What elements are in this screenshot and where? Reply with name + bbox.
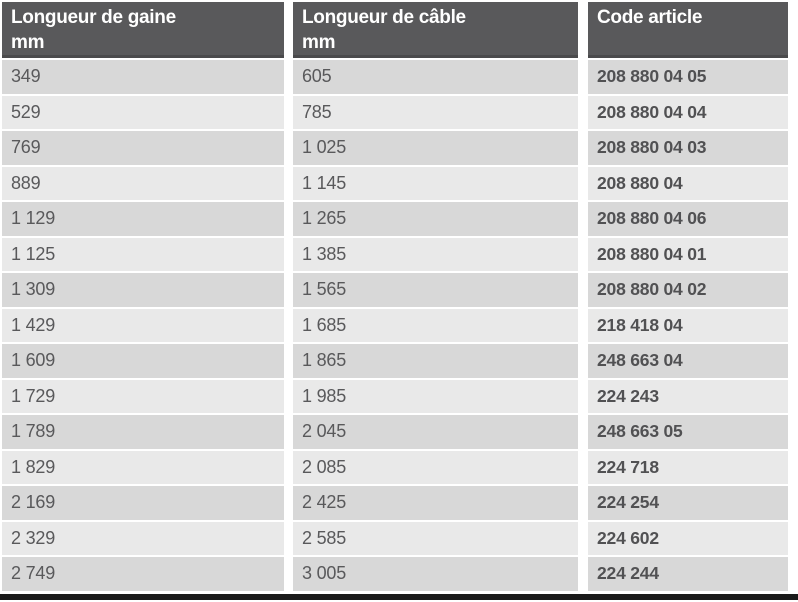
cell-code: 218 418 04 — [588, 308, 788, 342]
cell-gaine: 1 609 — [2, 344, 284, 378]
cell-cable: 1 685 — [293, 308, 578, 342]
header-unit-cable: mm — [302, 32, 336, 53]
cell-code: 248 663 05 — [588, 415, 788, 449]
cell-cable: 1 385 — [293, 237, 578, 271]
cell-code: 208 880 04 01 — [588, 237, 788, 271]
cell-gaine: 2 749 — [2, 557, 284, 591]
cell-code: 224 718 — [588, 450, 788, 484]
column-longueur-gaine: Longueur de gaine mm 349 529 769 889 1 129 1 … — [2, 2, 284, 591]
cell-code: 208 880 04 03 — [588, 131, 788, 165]
cell-cable: 1 145 — [293, 166, 578, 200]
cell-cable: 1 265 — [293, 202, 578, 236]
cell-code: 248 663 04 — [588, 344, 788, 378]
column-header-gaine: Longueur de gaine mm — [2, 2, 284, 58]
cell-cable: 605 — [293, 60, 578, 94]
cell-cable: 2 045 — [293, 415, 578, 449]
cell-cable: 1 025 — [293, 131, 578, 165]
cell-code: 208 880 04 04 — [588, 95, 788, 129]
cell-cable: 2 085 — [293, 450, 578, 484]
column-header-code: Code article — [588, 2, 788, 58]
cell-gaine: 1 789 — [2, 415, 284, 449]
cell-gaine: 2 329 — [2, 521, 284, 555]
cell-code: 224 243 — [588, 379, 788, 413]
cell-code: 224 244 — [588, 557, 788, 591]
column-header-cable: Longueur de câble mm — [293, 2, 578, 58]
cell-gaine: 1 729 — [2, 379, 284, 413]
cell-code: 224 602 — [588, 521, 788, 555]
column-cells-cable: 605 785 1 025 1 145 1 265 1 385 1 565 1 685 1 86… — [293, 60, 578, 591]
cell-code: 224 254 — [588, 486, 788, 520]
cell-code: 208 880 04 06 — [588, 202, 788, 236]
cell-gaine: 349 — [2, 60, 284, 94]
table-bottom-rule — [0, 594, 798, 600]
cell-gaine: 769 — [2, 131, 284, 165]
cell-code: 208 880 04 05 — [588, 60, 788, 94]
header-title-cable: Longueur de câble — [302, 7, 466, 28]
cell-cable: 2 585 — [293, 521, 578, 555]
header-title-gaine: Longueur de gaine — [11, 7, 176, 28]
cell-gaine: 1 829 — [2, 450, 284, 484]
column-cells-code: 208 880 04 05 208 880 04 04 208 880 04 03 2… — [588, 60, 788, 591]
cell-gaine: 889 — [2, 166, 284, 200]
cell-gaine: 1 309 — [2, 273, 284, 307]
cell-gaine: 1 129 — [2, 202, 284, 236]
cell-gaine: 529 — [2, 95, 284, 129]
cell-cable: 2 425 — [293, 486, 578, 520]
cell-gaine: 2 169 — [2, 486, 284, 520]
cell-gaine: 1 429 — [2, 308, 284, 342]
column-code-article: Code article 208 880 04 05 208 880 04 04 2… — [588, 2, 788, 591]
column-cells-gaine: 349 529 769 889 1 129 1 125 1 309 1 429 1 609 1 7… — [2, 60, 284, 591]
column-longueur-cable: Longueur de câble mm 605 785 1 025 1 145 1 2… — [293, 2, 578, 591]
cell-cable: 785 — [293, 95, 578, 129]
cell-code: 208 880 04 02 — [588, 273, 788, 307]
cell-cable: 1 865 — [293, 344, 578, 378]
cell-gaine: 1 125 — [2, 237, 284, 271]
cell-cable: 1 565 — [293, 273, 578, 307]
cell-cable: 1 985 — [293, 379, 578, 413]
cell-code: 208 880 04 — [588, 166, 788, 200]
cell-cable: 3 005 — [293, 557, 578, 591]
header-title-code: Code article — [597, 7, 703, 28]
header-unit-gaine: mm — [11, 32, 45, 53]
